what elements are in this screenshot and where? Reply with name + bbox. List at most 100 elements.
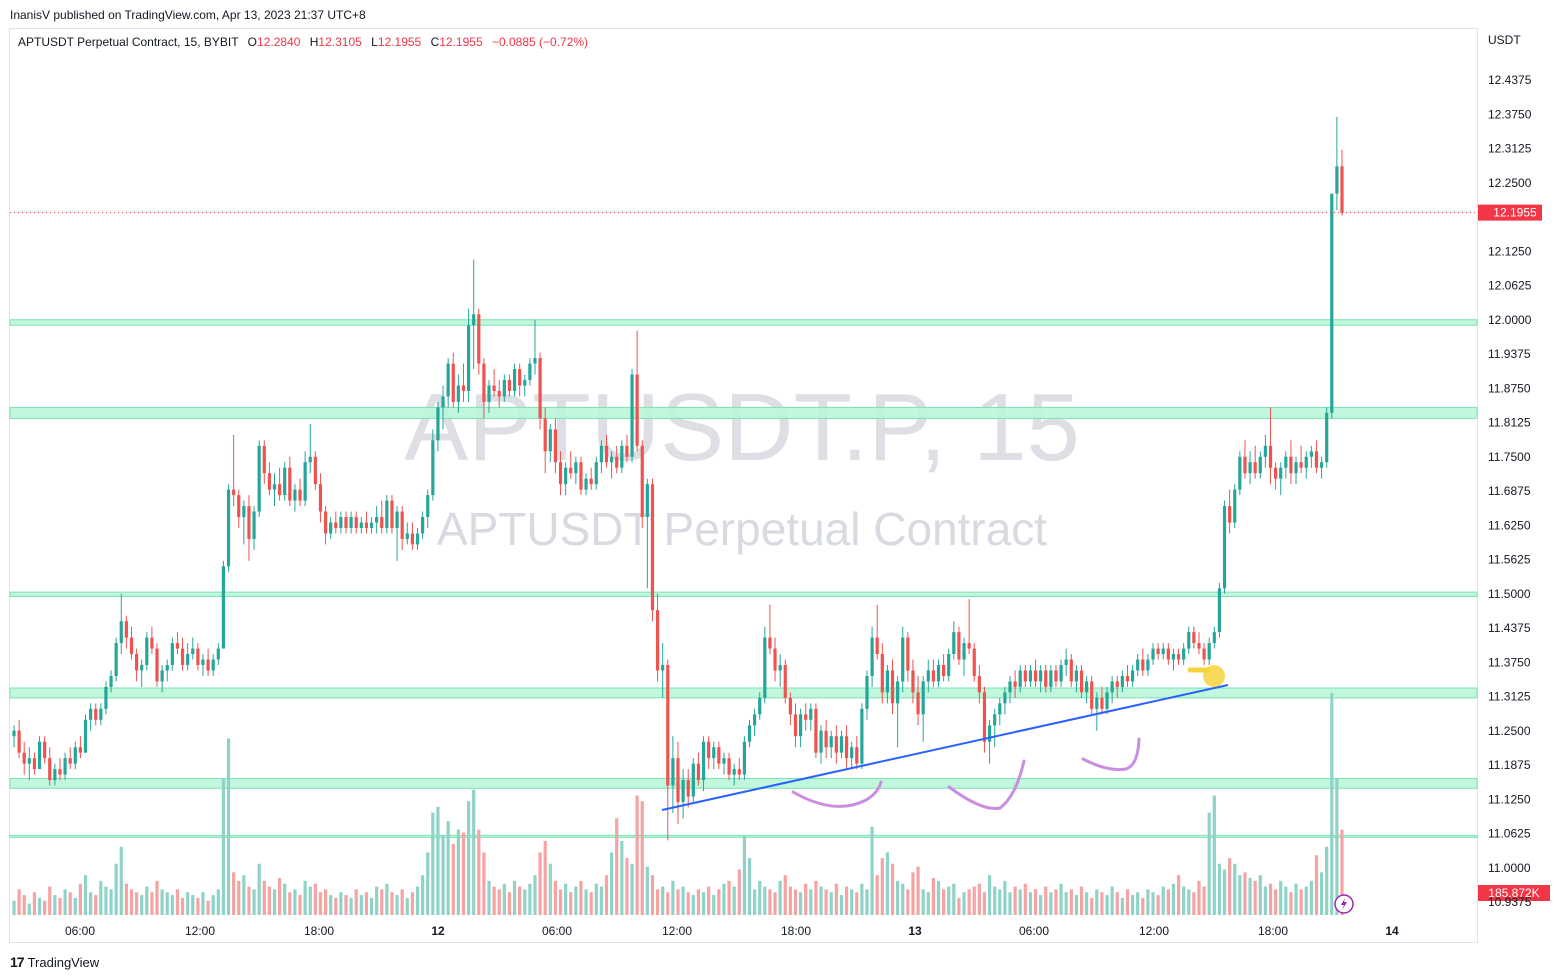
- volume-bar: [1263, 886, 1267, 915]
- volume-bar: [1274, 889, 1278, 915]
- volume-bar: [63, 889, 67, 915]
- x-tick-label: 06:00: [542, 924, 572, 938]
- footer-brand[interactable]: 17 TradingView: [10, 954, 99, 970]
- candle-body: [104, 686, 108, 709]
- candle-body: [1182, 648, 1186, 660]
- volume-bar: [502, 883, 506, 915]
- candle-body: [436, 407, 440, 441]
- volume-bar: [252, 889, 256, 915]
- y-tick-label: 11.8125: [1488, 416, 1531, 430]
- candle-body: [620, 445, 624, 468]
- candle-body: [1069, 659, 1073, 682]
- candle-body: [1120, 675, 1124, 687]
- candle-body: [68, 758, 72, 764]
- volume-bar: [844, 886, 849, 915]
- volume-bar: [701, 892, 706, 915]
- volume-bar: [901, 883, 905, 915]
- y-tick-label: 11.5000: [1488, 587, 1531, 601]
- y-tick-label: 12.3125: [1488, 142, 1532, 156]
- candle-body: [1202, 648, 1206, 660]
- volume-bar: [186, 892, 190, 915]
- candle-body: [1085, 681, 1089, 693]
- candle-body: [375, 517, 379, 523]
- volume-bar: [415, 886, 420, 915]
- volume-bar: [768, 889, 772, 915]
- volume-bar: [885, 852, 890, 915]
- volume-bar: [533, 875, 537, 915]
- volume-bar: [400, 889, 404, 915]
- volume-bar: [43, 900, 47, 915]
- candle-body: [875, 637, 879, 655]
- volume-bar: [512, 880, 517, 915]
- candle-body: [395, 511, 399, 528]
- candle-body: [456, 385, 460, 402]
- volume-bar: [1044, 886, 1048, 915]
- volume-bar: [109, 889, 113, 915]
- candle-body: [732, 769, 736, 775]
- volume-bar: [1335, 778, 1339, 915]
- candle-body: [313, 456, 317, 485]
- symbol-legend: APTUSDT Perpetual Contract, 15, BYBIT O1…: [18, 35, 588, 49]
- volume-bar: [1003, 880, 1007, 915]
- volume-bar: [676, 889, 680, 915]
- volume-bar: [1171, 883, 1176, 915]
- candle-body: [1151, 648, 1155, 660]
- trendline[interactable]: [661, 684, 1229, 811]
- volume-bar: [630, 863, 634, 915]
- candle-body: [1192, 632, 1196, 644]
- volume-bar: [426, 852, 430, 915]
- candle-body: [727, 758, 731, 775]
- volume-bar: [12, 900, 16, 915]
- volume-bar: [226, 738, 231, 915]
- volume-bar: [278, 878, 282, 915]
- y-tick-label: 11.0625: [1488, 827, 1531, 841]
- candle-body: [528, 363, 532, 381]
- candle-body: [405, 533, 409, 539]
- volume-bar: [1279, 880, 1283, 915]
- volume-bar: [793, 889, 798, 915]
- curve-annotation-2[interactable]: [947, 759, 1026, 811]
- candle-body: [502, 380, 506, 397]
- candle-body: [829, 736, 833, 748]
- volume-bar: [22, 895, 26, 915]
- volume-bar: [191, 895, 195, 915]
- candle-body: [722, 758, 726, 764]
- candle-body: [936, 664, 941, 682]
- volume-bar: [1033, 889, 1038, 915]
- curve-annotation-1[interactable]: [791, 780, 883, 808]
- legend-close-label: C: [430, 35, 440, 49]
- candle-body: [323, 511, 328, 534]
- candle-body: [507, 380, 512, 391]
- time-axis[interactable]: 06:00 12:00 18:00 12 06:00 12:00 18:00 13 06:00 1…: [65, 924, 1399, 938]
- zone-1: [9, 406, 1478, 419]
- volume-bar: [763, 886, 767, 915]
- candle-body: [625, 445, 629, 457]
- candle-body: [594, 462, 598, 485]
- candle-body: [1028, 670, 1033, 682]
- candle-body: [809, 708, 813, 720]
- candle-body: [814, 708, 818, 753]
- legend-change: −0.0885 (−0.72%): [491, 35, 589, 49]
- curve-annotation-3[interactable]: [1081, 737, 1141, 771]
- volume-bar: [507, 892, 512, 915]
- volume-bar: [1146, 889, 1150, 915]
- price-axis[interactable]: 12.4375 12.3750 12.3125 12.2500 12.1250 12.06…: [1488, 73, 1532, 909]
- legend-symbol[interactable]: APTUSDT Perpetual Contract, 15, BYBIT: [18, 35, 239, 49]
- candle-body: [926, 670, 930, 682]
- candle-body: [446, 363, 450, 397]
- currency-label[interactable]: USDT: [1488, 33, 1521, 47]
- candle-body: [431, 440, 435, 496]
- volume-bar: [421, 875, 425, 915]
- candle-body: [993, 714, 997, 726]
- candle-body: [896, 681, 900, 704]
- candle-body: [369, 522, 374, 528]
- candle-body: [216, 648, 220, 660]
- candle-body: [1238, 456, 1242, 490]
- chart-frame: [9, 28, 1478, 943]
- volume-bar: [1228, 858, 1232, 915]
- candle-body: [538, 358, 542, 419]
- volume-bar: [1197, 880, 1201, 915]
- volume-bar: [1314, 855, 1319, 915]
- candle-body: [931, 670, 935, 682]
